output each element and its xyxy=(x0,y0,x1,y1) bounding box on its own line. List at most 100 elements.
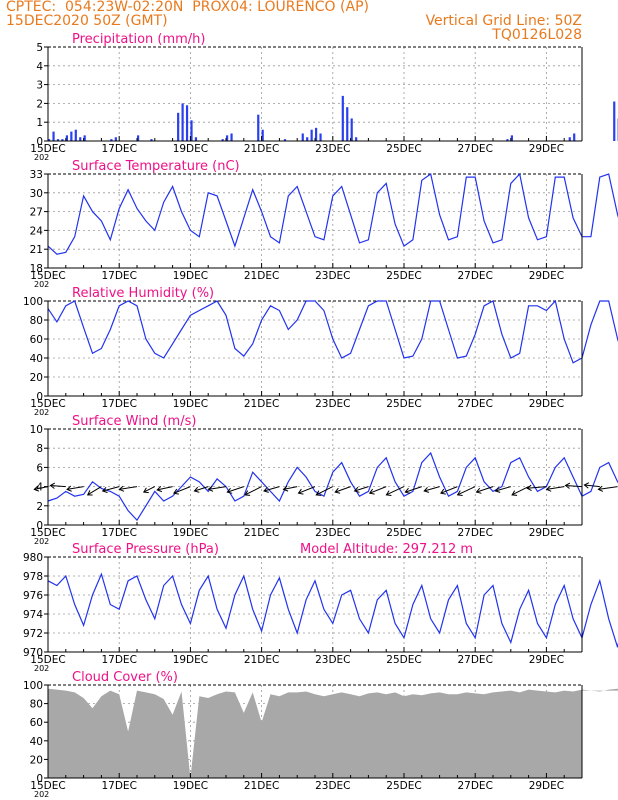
pres-x-tick-label: 27DEC xyxy=(457,654,492,666)
cloud-y-tick-label: 100 xyxy=(23,680,43,692)
temp-x-tick-label: 17DEC xyxy=(101,270,136,282)
wind-vector-head xyxy=(207,485,214,492)
rh-y-tick-label: 100 xyxy=(23,296,43,308)
precip-bar xyxy=(110,139,113,141)
wind-vector-head xyxy=(33,485,40,492)
wind-vector-head xyxy=(297,488,304,495)
precip-year-label: 202 xyxy=(34,153,49,162)
wind-vector-head xyxy=(334,487,341,494)
wind-vector-head xyxy=(118,485,125,492)
temp-y-tick-label: 24 xyxy=(30,225,44,237)
wind-x-tick-label: 19DEC xyxy=(173,527,208,539)
temp-year-label: 202 xyxy=(34,280,49,289)
wind-vector xyxy=(102,486,120,492)
wind-vector xyxy=(67,486,84,490)
wind-vector-head xyxy=(564,482,571,489)
pres-x-tick-label: 23DEC xyxy=(315,654,350,666)
wind-vector-head xyxy=(86,490,93,496)
precip-bar xyxy=(283,139,287,141)
wind-vector-head xyxy=(193,486,200,493)
temp-x-tick-label: 27DEC xyxy=(457,270,492,282)
precip-x-tick-label: 19DEC xyxy=(173,143,208,155)
rh-x-tick-label: 29DEC xyxy=(529,398,564,410)
wind-vector xyxy=(244,486,262,496)
cloud-x-tick-label: 15DEC xyxy=(30,780,65,792)
precip-bar xyxy=(65,135,68,141)
precip-bar xyxy=(181,103,184,141)
pres-subtitle: Model Altitude: 297.212 m xyxy=(300,542,473,557)
precip-bar xyxy=(510,135,513,141)
wind-vector xyxy=(283,486,298,490)
wind-vector xyxy=(386,486,405,496)
wind-vector-head xyxy=(511,490,518,496)
precip-bar xyxy=(310,129,313,141)
wind-vector-head xyxy=(385,490,392,496)
cloud-y-tick-label: 80 xyxy=(30,699,43,711)
wind-vector xyxy=(440,486,458,494)
wind-vector-head xyxy=(440,488,446,495)
wind-vector-head xyxy=(526,484,532,492)
precip-bar xyxy=(150,139,153,141)
precip-bar xyxy=(301,133,304,141)
wind-vector-head xyxy=(315,490,322,496)
wind-vector-head xyxy=(494,486,501,493)
wind-y-tick-label: 0 xyxy=(36,520,43,532)
precip-bar xyxy=(114,137,117,141)
rh-x-tick-label: 15DEC xyxy=(30,398,65,410)
wind-vector xyxy=(263,486,280,492)
precip-bar xyxy=(226,135,229,141)
precip-bar xyxy=(257,114,260,141)
rh-x-tick-label: 21DEC xyxy=(244,398,279,410)
rh-y-tick-label: 60 xyxy=(30,334,43,346)
temp-y-tick-label: 18 xyxy=(30,263,43,275)
rh-x-tick-label: 27DEC xyxy=(457,398,492,410)
wind-vector xyxy=(87,486,102,496)
wind-vector xyxy=(476,486,494,493)
wind-x-tick-label: 23DEC xyxy=(315,527,350,539)
cloud-x-tick-label: 27DEC xyxy=(457,780,492,792)
wind-vector xyxy=(495,486,511,492)
cloud-x-tick-label: 25DEC xyxy=(386,780,421,792)
wind-vector-head xyxy=(142,487,149,494)
wind-vector-head xyxy=(456,490,463,496)
precip-bar xyxy=(230,133,233,141)
pres-title: Surface Pressure (hPa) xyxy=(72,542,219,557)
wind-vector xyxy=(511,486,529,496)
precip-bar xyxy=(74,129,77,141)
precip-x-tick-label: 21DEC xyxy=(244,143,279,155)
wind-vector-head xyxy=(353,486,360,493)
wind-vector-head xyxy=(66,485,72,492)
wind-vector-head xyxy=(226,487,233,494)
wind-vector xyxy=(546,486,565,490)
precip-x-tick-label: 23DEC xyxy=(315,143,350,155)
wind-vector-head xyxy=(475,487,482,494)
wind-x-tick-label: 21DEC xyxy=(244,527,279,539)
wind-vector xyxy=(50,485,66,488)
wind-vector-head xyxy=(282,485,289,492)
wind-vector xyxy=(457,486,476,496)
wind-y-tick-label: 10 xyxy=(30,424,43,436)
temp-x-tick-label: 15DEC xyxy=(30,270,65,282)
precip-x-tick-label: 15DEC xyxy=(30,143,65,155)
pres-y-tick-label: 980 xyxy=(23,552,43,564)
temp-x-tick-label: 29DEC xyxy=(529,270,564,282)
wind-y-tick-label: 8 xyxy=(36,443,43,455)
wind-vector-head xyxy=(368,488,375,495)
wind-vector xyxy=(405,486,422,493)
precip-bar xyxy=(70,131,73,141)
wind-title: Surface Wind (m/s) xyxy=(72,414,196,429)
wind-vector-head xyxy=(597,485,604,492)
wind-y-tick-label: 4 xyxy=(36,482,43,494)
precip-bar xyxy=(194,137,198,141)
precip-bar xyxy=(613,101,616,141)
precip-bar xyxy=(346,107,349,141)
temp-y-tick-label: 30 xyxy=(30,188,43,200)
wind-vector xyxy=(227,486,244,493)
precip-bar xyxy=(137,135,140,141)
precip-bar xyxy=(506,139,509,141)
cloud-x-tick-label: 23DEC xyxy=(315,780,350,792)
wind-vector xyxy=(584,484,600,488)
precip-bar xyxy=(350,118,353,141)
precip-bar xyxy=(83,135,86,141)
header-station: CPTEC: 054:23W-02:20N PROX04: LOURENCO (… xyxy=(6,0,369,15)
